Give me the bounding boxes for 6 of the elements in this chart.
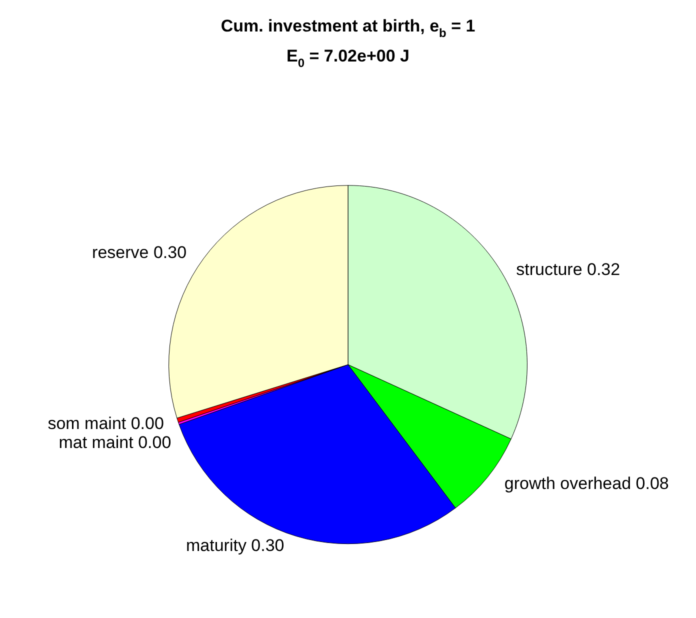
slice-label: mat maint 0.00	[58, 432, 172, 452]
slice-label: growth overhead 0.08	[504, 474, 669, 493]
slice-label: som maint 0.00	[48, 414, 164, 433]
slice-label: structure 0.32	[516, 260, 620, 280]
slice-label: reserve 0.30	[92, 243, 187, 262]
slice-label: maturity 0.30	[186, 536, 284, 556]
